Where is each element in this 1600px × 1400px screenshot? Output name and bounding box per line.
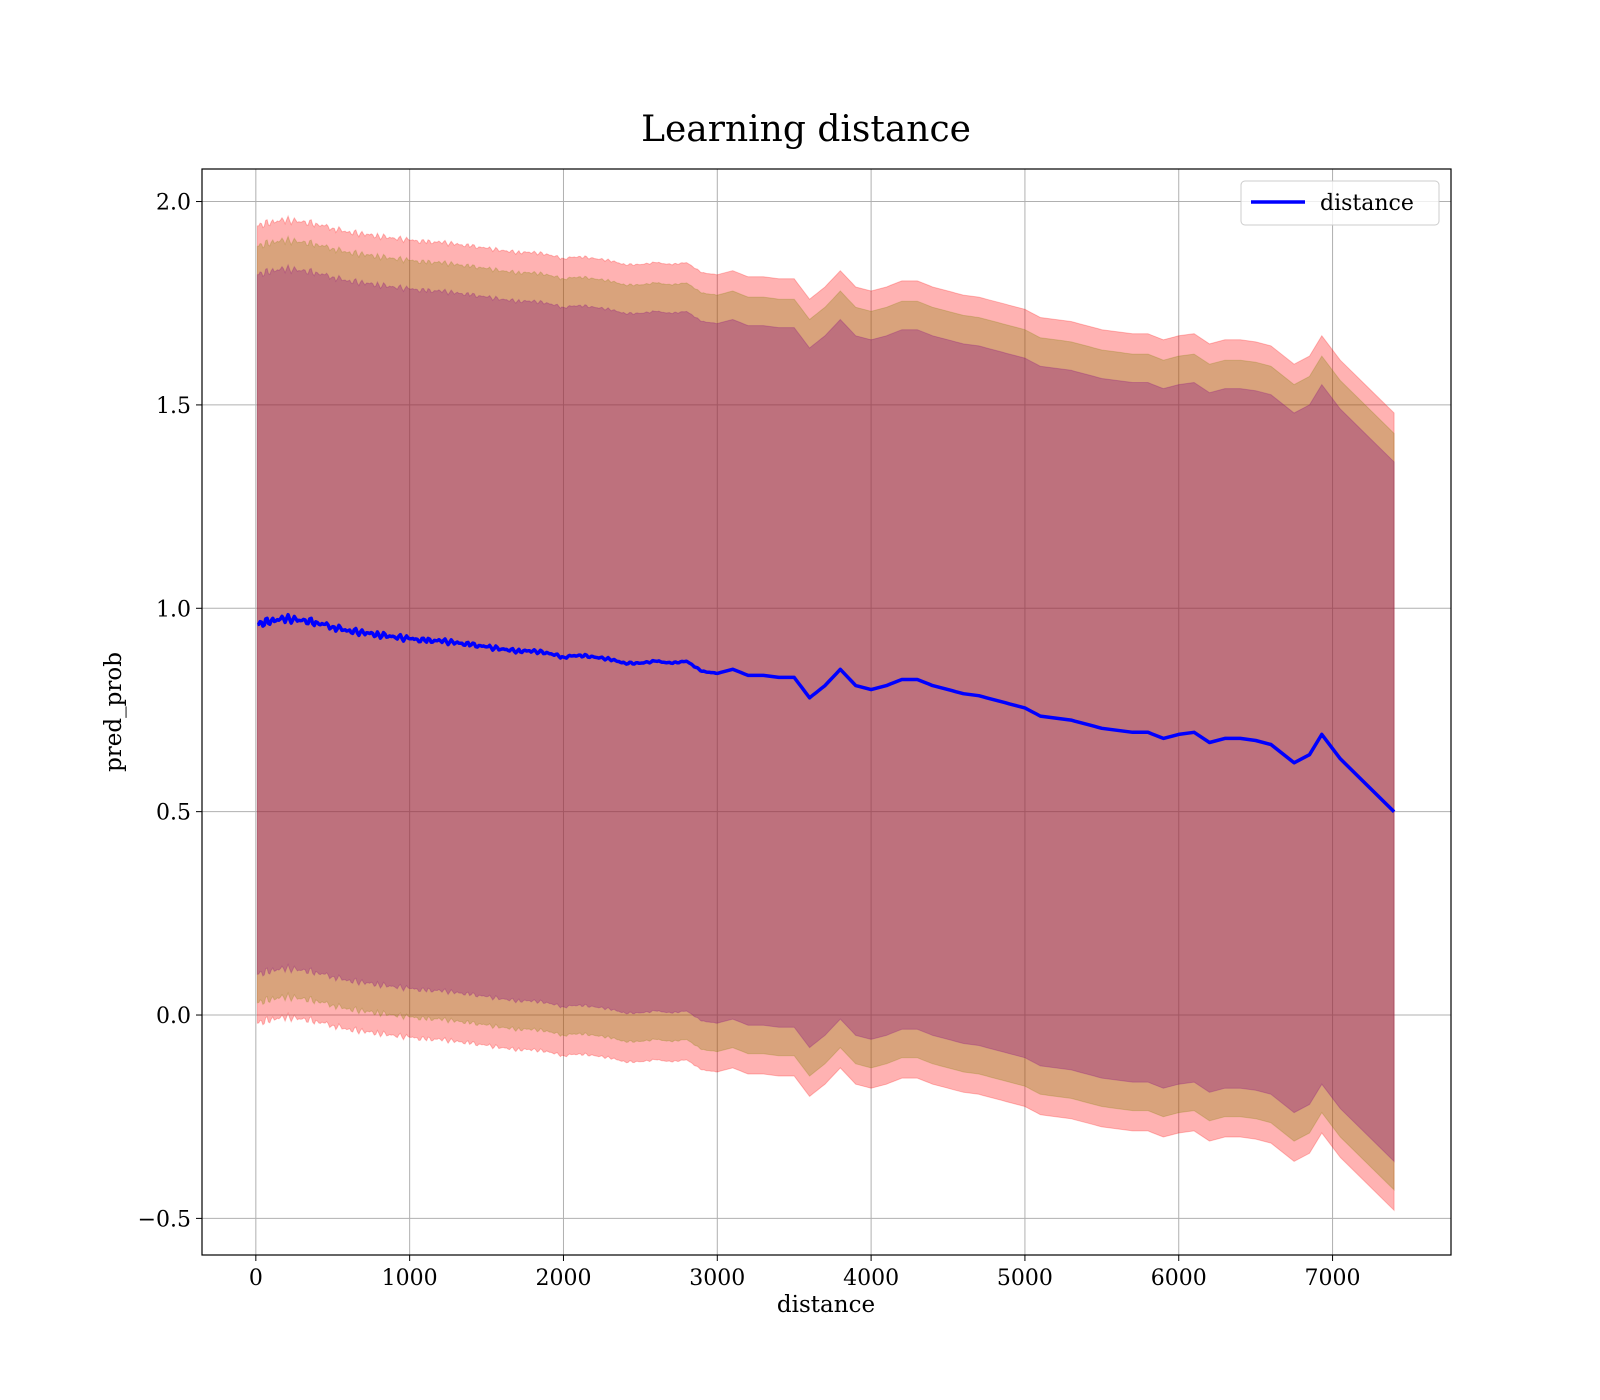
y-axis-label: pred_prob	[101, 652, 127, 772]
confidence-band-0	[256, 214, 1395, 1212]
x-tick-label: 5000	[997, 1266, 1053, 1291]
x-tick-label: 3000	[689, 1266, 745, 1291]
legend-box	[1240, 180, 1440, 226]
legend-label-distance: distance	[1320, 191, 1414, 216]
x-tick-label: 1000	[382, 1266, 438, 1291]
x-tick-label: 6000	[1151, 1266, 1207, 1291]
y-tick-label: 2.0	[156, 191, 191, 216]
plot-frame	[201, 168, 1452, 1256]
x-tick-label: 4000	[843, 1266, 899, 1291]
axis-ticks: 0 1000 2000 3000 4000 5000 6000 7000 −0.5 0.0 0.5 1…	[138, 191, 1361, 1291]
y-tick-label: 1.5	[156, 394, 191, 419]
confidence-band-1	[256, 234, 1395, 1192]
x-axis-label: distance	[777, 1292, 875, 1318]
x-tick-label: 2000	[535, 1266, 591, 1291]
x-tick-label: 0	[249, 1266, 263, 1291]
y-tick-label: 0.5	[156, 801, 191, 826]
y-tick-label: 0.0	[156, 1004, 191, 1029]
chart-title: Learning distance	[641, 109, 971, 150]
grid	[202, 169, 1451, 1255]
confidence-bands	[256, 214, 1395, 1212]
x-tick-label: 7000	[1305, 1266, 1361, 1291]
legend: distance	[1240, 180, 1440, 226]
series-lines	[257, 612, 1396, 813]
confidence-band-2	[256, 263, 1395, 1163]
plot-area	[202, 169, 1451, 1255]
y-tick-label: 1.0	[156, 597, 191, 622]
series-line-distance	[257, 612, 1396, 813]
y-tick-label: −0.5	[138, 1207, 191, 1232]
